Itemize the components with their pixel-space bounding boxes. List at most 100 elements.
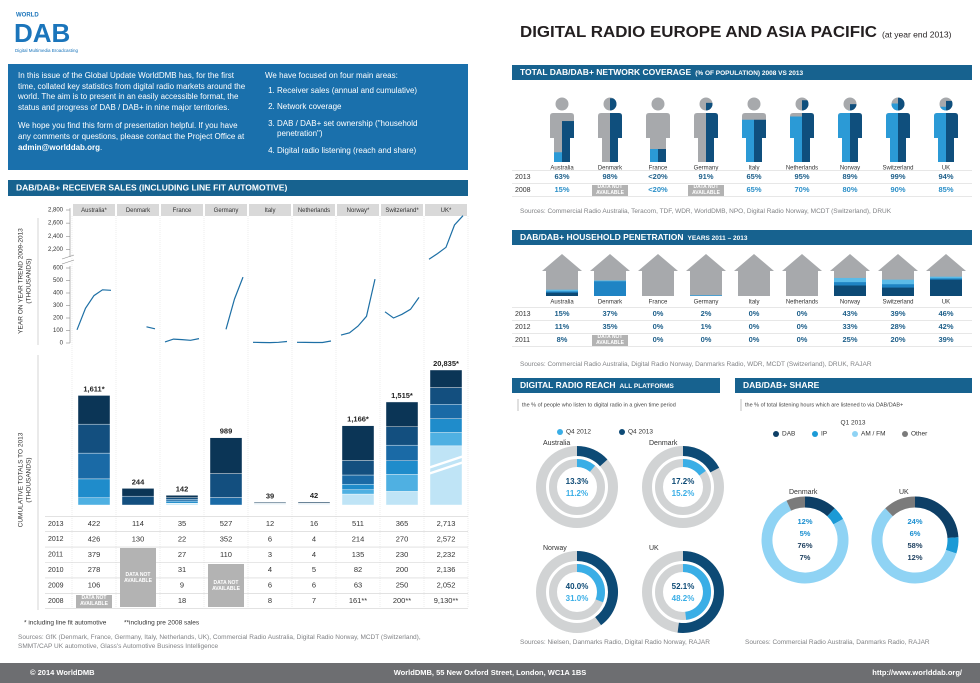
legend-swatch [852, 431, 858, 437]
country-name: Switzerland [882, 300, 913, 306]
bar-segment [165, 495, 199, 498]
bar-segment [165, 499, 199, 502]
table-value: 200** [393, 596, 411, 605]
bar-segment [385, 474, 419, 492]
description: the % of total listening hours which are… [745, 402, 903, 408]
bar-segment [385, 460, 419, 475]
country-name: UK [942, 300, 950, 306]
bar-segment [121, 488, 155, 497]
reach-value: 11.2% [566, 489, 588, 498]
year-label: 2009 [48, 582, 64, 589]
penetration-value: 0% [749, 309, 760, 318]
country-name: Australia [543, 440, 570, 447]
coverage-2013 [706, 102, 718, 162]
bar-segment [209, 437, 243, 474]
house [542, 254, 582, 296]
table-value: 200 [396, 565, 409, 574]
coverage-value: 91% [698, 172, 713, 181]
reach-value: 40.0% [566, 582, 589, 591]
reach-arc [576, 551, 618, 626]
focus-item: DAB / DAB+ set ownership ("household pen… [277, 119, 463, 140]
year-label: 2011 [515, 337, 530, 344]
share-value: 12% [907, 553, 922, 562]
bar-segment [429, 404, 463, 419]
y-tick-label: 200 [53, 316, 64, 322]
axis-title: (THOUSANDS) [26, 457, 33, 502]
focus-title: We have focused on four main areas: [265, 71, 398, 80]
logo: DAB [14, 18, 70, 48]
share-arc [871, 508, 957, 584]
country-header [73, 204, 115, 216]
coverage-2008 [934, 106, 946, 162]
bar-segment [77, 452, 111, 480]
section-title-main: DIGITAL RADIO REACH [520, 380, 616, 390]
country-name: France [173, 208, 192, 214]
table-value: 114 [132, 519, 144, 528]
table-value: 161** [349, 596, 367, 605]
email: admin@worlddab.org [18, 142, 101, 152]
not-available: DATA NOT AVAILABLE [688, 184, 724, 196]
note: **including pre 2008 sales [124, 620, 200, 627]
trend-line [146, 326, 156, 330]
bar-segment [385, 426, 419, 446]
person [598, 97, 622, 162]
country-name: Italy [748, 166, 759, 172]
section-bar [512, 65, 972, 80]
reach-value: 31.0% [566, 594, 589, 603]
person [886, 97, 910, 162]
share-arc [914, 496, 959, 539]
penetration-value: 35% [602, 322, 617, 331]
y-tick-label: 300 [53, 303, 64, 309]
table-value: 214 [352, 534, 365, 543]
legend-label: AM / FM [861, 431, 886, 438]
bar-segment [209, 497, 243, 506]
section-title: DIGITAL RADIO REACH ALL PLATFORMS [520, 380, 674, 390]
country-header [381, 204, 423, 216]
penetration-2011 [878, 287, 918, 296]
country-name: Switzerland [882, 166, 913, 172]
bar-segment [341, 425, 375, 461]
coverage-value: 94% [938, 172, 953, 181]
house-base [686, 254, 726, 296]
house [734, 254, 774, 296]
house [830, 254, 870, 296]
total-label: 42 [310, 491, 318, 500]
table-value: 527 [220, 519, 233, 528]
bar-segment [429, 418, 463, 433]
intro-paragraph: In this issue of the Global Update World… [18, 71, 246, 112]
not-available: DATA NOT AVAILABLE [592, 334, 628, 346]
section-title: DAB/DAB+ HOUSEHOLD PENETRATION YEARS 2011… [520, 232, 748, 242]
footer-left: © 2014 WorldDMB [30, 668, 95, 677]
penetration-value: 42% [938, 322, 953, 331]
reach-value: 13.3% [566, 477, 589, 486]
share-arc [945, 537, 959, 554]
table-value: 8 [268, 596, 272, 605]
footer-center: WorldDMB, 55 New Oxford Street, London, … [394, 668, 587, 677]
focus-item: Network coverage [277, 102, 463, 113]
y-tick-label: 2,200 [48, 247, 64, 253]
country-name: Switzerland* [385, 208, 419, 214]
table-value: 135 [352, 550, 365, 559]
section-bar [8, 180, 468, 196]
coverage-2013 [562, 121, 574, 162]
total-label: 39 [266, 491, 274, 500]
legend-swatch [812, 431, 818, 437]
penetration-value: 20% [890, 335, 905, 344]
penetration-value: 46% [938, 309, 953, 318]
note: * including line fit automotive [24, 620, 107, 627]
country-name: France [649, 166, 668, 172]
share-arc [885, 496, 916, 517]
table-value: 6 [268, 581, 272, 590]
coverage-value: 98% [602, 172, 617, 181]
section-title-main: DAB/DAB+ HOUSEHOLD PENETRATION [520, 232, 683, 242]
section-title-main: TOTAL DAB/DAB+ NETWORK COVERAGE [520, 67, 692, 77]
share-value: 6% [910, 529, 921, 538]
coverage-2013 [946, 100, 958, 162]
y-tick-label: 2,800 [48, 208, 64, 214]
section-title-main: DAB/DAB+ SHARE [743, 380, 820, 390]
section-title: TOTAL DAB/DAB+ NETWORK COVERAGE (% OF POP… [520, 67, 803, 77]
country-name: UK [942, 166, 950, 172]
intro-left: In this issue of the Global Update World… [18, 71, 250, 153]
penetration-2011 [542, 292, 582, 296]
penetration-2011 [926, 279, 966, 296]
